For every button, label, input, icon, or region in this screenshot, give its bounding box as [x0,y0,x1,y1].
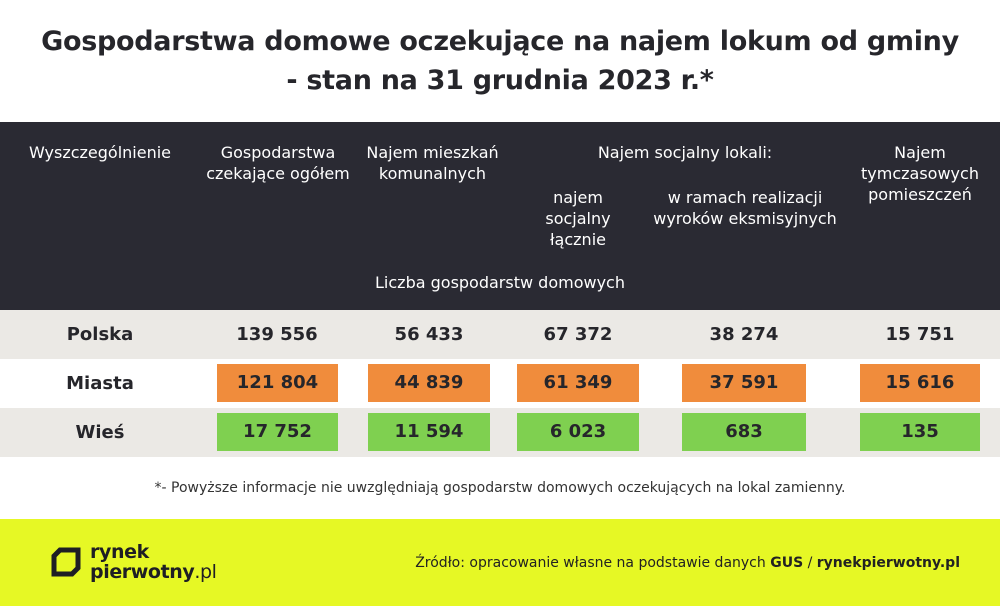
source-text: Źródło: opracowanie własne na podstawie … [415,555,960,571]
logo-text: rynek pierwotny.pl [90,542,217,582]
value-cell: 15 751 [885,324,955,345]
table-row-miasta: Miasta 121 804 44 839 61 349 37 591 15 6… [0,359,1000,408]
table-header: Wyszczególnienie Gospodarstwa czekające … [0,122,1000,310]
value-cell: 44 839 [368,364,490,402]
logo-line-2: pierwotny [90,561,195,583]
value-cell: 15 616 [860,364,980,402]
header-social-eviction: w ramach realizacji wyroków eksmisyjnych [653,188,837,228]
rynekpierwotny-logo-icon [51,547,81,577]
source-site-link[interactable]: rynekpierwotny.pl [816,555,960,571]
value-cell: 135 [860,413,980,451]
header-label: Wyszczególnienie [28,143,172,162]
title-line-2: - stan na 31 grudnia 2023 r.* [286,65,714,96]
row-label: Miasta [66,373,134,394]
footer: rynek pierwotny.pl Źródło: opracowanie w… [0,519,1000,606]
row-label: Wieś [75,422,125,443]
value-cell: 67 372 [543,324,613,345]
title-line-1: Gospodarstwa domowe oczekujące na najem … [41,26,959,57]
value-cell: 38 274 [709,324,779,345]
value-cell: 6 023 [517,413,639,451]
value-cell: 121 804 [217,364,338,402]
value-cell: 17 752 [217,413,338,451]
value-cell: 139 556 [236,324,318,345]
page-title: Gospodarstwa domowe oczekujące na najem … [0,22,1000,100]
source-separator: / [803,555,817,571]
value-cell: 37 591 [682,364,806,402]
footnote: *- Powyższe informacje nie uwzględniają … [154,480,846,496]
source-prefix: Źródło: opracowanie własne na podstawie … [415,555,771,571]
value-cell: 61 349 [517,364,639,402]
source-gus: GUS [770,555,804,571]
header-communal: Najem mieszkań komunalnych [366,143,499,183]
brand-logo[interactable]: rynek pierwotny.pl [50,541,240,585]
header-total: Gospodarstwa czekające ogółem [206,143,350,183]
header-social-group: Najem socjalny lokali: [597,143,773,162]
row-label: Polska [66,324,134,345]
value-cell: 683 [682,413,806,451]
table-row-polska: Polska 139 556 56 433 67 372 38 274 15 7… [0,310,1000,359]
header-social-total: najem socjalny łącznie [545,188,611,249]
table-row-wies: Wieś 17 752 11 594 6 023 683 135 [0,408,1000,457]
header-temporary: Najem tymczasowych pomieszczeń [861,143,979,204]
logo-suffix: .pl [194,561,217,583]
header-unit-label: Liczba gospodarstw domowych [375,273,625,292]
value-cell: 11 594 [368,413,490,451]
logo-line-1: rynek [90,541,149,563]
value-cell: 56 433 [394,324,464,345]
